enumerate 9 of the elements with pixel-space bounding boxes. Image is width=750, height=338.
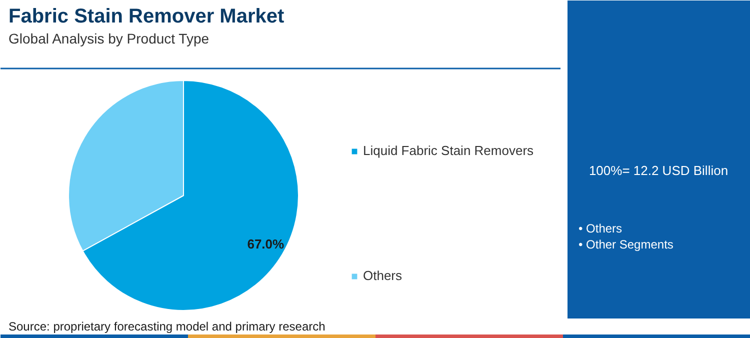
source-note: Source: proprietary forecasting model and primary research xyxy=(8,320,326,334)
legend-label: Others xyxy=(363,268,402,283)
text: • Other Segments xyxy=(578,238,674,252)
text: 100%= 12.2 USD Billion xyxy=(588,163,728,178)
text: • Others xyxy=(578,222,622,236)
legend-label: Liquid Fabric Stain Removers xyxy=(363,143,534,158)
data-label: 67.0% xyxy=(247,236,285,252)
chart-title: Fabric Stain Remover Market xyxy=(8,6,284,28)
chart-subtitle: Global Analysis by Product Type xyxy=(8,30,210,46)
